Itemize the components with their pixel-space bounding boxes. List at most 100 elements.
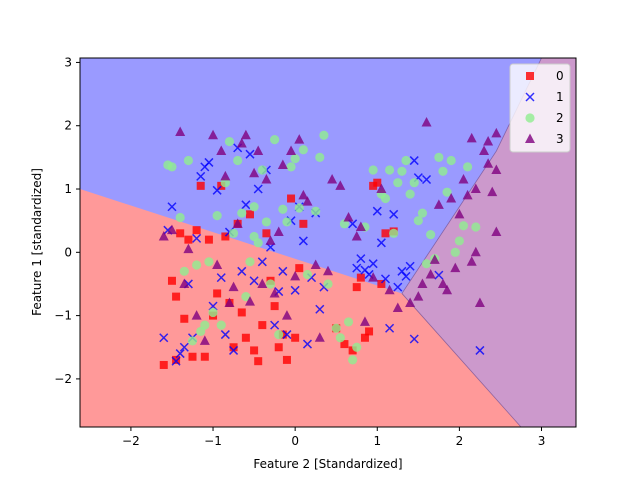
- point-class-2: [228, 228, 239, 238]
- point-class-3: [228, 281, 239, 292]
- decision-regions: [80, 58, 576, 427]
- point-class-2: [331, 323, 341, 333]
- point-class-3: [491, 226, 502, 237]
- point-class-3: [327, 174, 338, 184]
- point-class-1: [405, 261, 415, 271]
- point-class-2: [270, 135, 280, 145]
- point-class-3: [281, 310, 292, 320]
- point-class-0: [377, 279, 386, 288]
- y-tick-label: 2: [64, 119, 72, 133]
- point-class-0: [287, 194, 296, 203]
- point-class-3: [158, 230, 169, 241]
- point-class-3: [244, 296, 255, 306]
- point-class-3: [417, 278, 428, 288]
- point-class-2: [220, 178, 230, 188]
- point-class-2: [212, 211, 222, 221]
- point-class-2: [438, 166, 448, 176]
- point-class-2: [200, 320, 210, 330]
- point-class-1: [175, 349, 185, 359]
- point-class-1: [204, 157, 214, 167]
- point-class-2: [167, 162, 177, 172]
- point-class-3: [450, 262, 461, 273]
- point-class-0: [180, 314, 189, 323]
- point-class-3: [458, 174, 469, 184]
- point-class-3: [454, 208, 465, 219]
- point-class-3: [442, 284, 453, 295]
- point-class-1: [409, 334, 419, 344]
- point-class-3: [269, 287, 280, 298]
- x-tick-label: −1: [204, 434, 222, 448]
- point-class-0: [237, 308, 246, 317]
- point-class-1: [401, 271, 411, 281]
- point-class-2: [187, 336, 198, 346]
- x-tick-label: 3: [538, 434, 546, 448]
- point-class-1: [290, 285, 300, 295]
- point-class-0: [295, 264, 304, 273]
- plot-frame: [79, 57, 577, 428]
- point-class-3: [483, 136, 494, 146]
- point-class-2: [319, 130, 329, 140]
- point-class-0: [340, 340, 349, 349]
- point-class-2: [421, 259, 432, 269]
- point-class-3: [212, 259, 223, 269]
- point-class-3: [314, 332, 325, 342]
- y-tick-label: 0: [64, 245, 72, 259]
- point-class-0: [270, 302, 279, 311]
- point-class-3: [220, 170, 231, 181]
- point-class-3: [265, 235, 276, 245]
- point-class-2: [463, 162, 473, 172]
- point-class-3: [470, 183, 481, 194]
- point-class-2: [298, 145, 308, 155]
- point-class-2: [315, 152, 325, 162]
- point-class-2: [426, 229, 436, 240]
- point-class-2: [286, 162, 296, 172]
- point-class-1: [237, 266, 247, 276]
- point-class-3: [413, 291, 424, 301]
- point-class-1: [159, 333, 169, 343]
- point-class-2: [208, 307, 218, 318]
- point-class-3: [474, 297, 485, 307]
- point-class-2: [417, 208, 428, 218]
- point-class-0: [356, 273, 365, 282]
- point-class-0: [213, 289, 222, 298]
- point-class-2: [245, 257, 255, 267]
- point-class-2: [249, 231, 259, 242]
- point-class-2: [274, 329, 284, 340]
- point-class-0: [196, 181, 205, 190]
- point-class-2: [278, 204, 288, 214]
- point-class-3: [183, 243, 194, 254]
- point-class-3: [166, 224, 177, 235]
- point-class-1: [192, 233, 202, 243]
- point-class-0: [299, 219, 308, 228]
- point-class-1: [393, 282, 403, 292]
- point-class-0: [172, 292, 181, 301]
- point-class-2: [368, 165, 378, 175]
- point-class-1: [229, 345, 239, 355]
- y-axis-label: Feature 1 [standardized]: [30, 168, 44, 316]
- x-tick-label: 0: [291, 434, 299, 448]
- point-class-2: [311, 206, 321, 216]
- point-class-0: [184, 235, 193, 244]
- point-class-2: [237, 208, 247, 218]
- point-class-1: [249, 276, 259, 286]
- point-class-0: [262, 229, 271, 238]
- point-class-1: [245, 149, 255, 159]
- point-class-2: [216, 320, 226, 330]
- point-class-1: [298, 236, 308, 246]
- point-class-3: [323, 265, 333, 276]
- point-class-0: [188, 352, 197, 361]
- point-class-3: [392, 302, 403, 313]
- point-class-2: [257, 165, 267, 175]
- point-class-1: [257, 257, 267, 267]
- point-class-0: [192, 226, 201, 235]
- point-class-1: [282, 330, 292, 340]
- point-class-3: [335, 180, 346, 190]
- point-class-2: [393, 178, 403, 188]
- point-class-0: [282, 355, 291, 364]
- point-class-2: [192, 260, 202, 270]
- point-class-2: [261, 217, 272, 227]
- point-class-1: [356, 254, 366, 264]
- point-class-3: [491, 127, 502, 138]
- point-class-0: [176, 229, 185, 238]
- point-class-2: [352, 342, 362, 352]
